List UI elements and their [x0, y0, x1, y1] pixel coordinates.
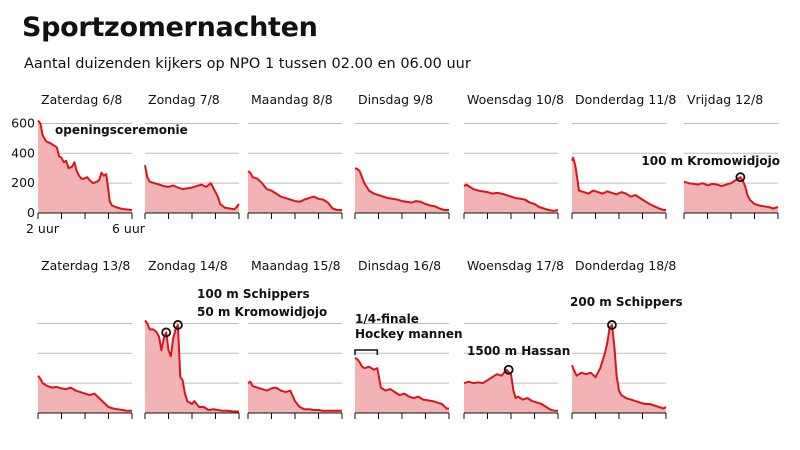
annotation-label: 1/4-finale Hockey mannen	[355, 312, 463, 341]
series-line	[144, 165, 240, 211]
y-tick-label: 200	[11, 175, 35, 190]
annotation-label: 50 m Kromowidjojo	[197, 305, 327, 319]
chart-subtitle: Aantal duizenden kijkers op NPO 1 tussen…	[24, 56, 471, 72]
series-line	[37, 119, 133, 211]
y-tick-label: 0	[27, 205, 35, 220]
series-area	[572, 157, 666, 213]
chart-panel: Woensdag 17/8 1500 m Hassan	[463, 258, 570, 419]
panel-label: Zondag 7/8	[148, 92, 220, 107]
series-line	[354, 167, 449, 211]
series-line	[144, 319, 239, 413]
annotation-line: 200 m Schippers	[570, 295, 683, 309]
chart-panel: Zaterdag 6/8 openingsceremonie	[37, 92, 188, 219]
panel-label: Vrijdag 12/8	[687, 92, 763, 107]
annotation-label: 1500 m Hassan	[467, 344, 570, 358]
series-line	[463, 368, 558, 412]
annotation-line: 1/4-finale	[355, 312, 419, 326]
series-line	[354, 356, 449, 410]
x-tick-label: 6 uur	[112, 221, 146, 236]
annotation-line: openingsceremonie	[55, 123, 188, 137]
chart-panel: Woensdag 10/8	[463, 92, 564, 219]
annotation-bracket	[354, 349, 379, 355]
series-line	[247, 170, 342, 211]
series-area	[38, 120, 132, 213]
annotation-marker	[172, 320, 183, 330]
y-tick-label: 600	[11, 115, 35, 130]
series-line	[37, 375, 132, 412]
series-area	[145, 165, 239, 213]
annotation-line: 1500 m Hassan	[467, 344, 570, 358]
series-line	[463, 183, 559, 212]
annotation-line: 100 m Schippers	[197, 287, 310, 301]
panel-label: Dinsdag 16/8	[358, 258, 441, 273]
chart-panel: Maandag 15/8	[247, 258, 343, 419]
chart-panel: Donderdag 18/8 200 m Schippers	[570, 258, 683, 419]
chart-panel: Donderdag 11/8	[571, 92, 676, 219]
panel-label: Zondag 14/8	[148, 258, 228, 273]
series-line	[247, 380, 342, 412]
panel-label: Maandag 15/8	[251, 258, 341, 273]
annotation-label: 200 m Schippers	[570, 295, 683, 309]
series-line	[683, 176, 779, 210]
annotation-marker	[735, 172, 746, 183]
panel-label: Zaterdag 13/8	[41, 258, 130, 273]
chart-panel: Zaterdag 13/8	[37, 258, 133, 419]
panel-label: Dinsdag 9/8	[358, 92, 433, 107]
chart-panel: Zondag 7/8	[144, 92, 240, 219]
annotation-label: 100 m Schippers	[197, 287, 310, 301]
annotation-marker	[161, 327, 172, 338]
series-line	[571, 324, 667, 410]
annotation-line: Hockey mannen	[355, 327, 463, 341]
panel-label: Maandag 8/8	[251, 92, 333, 107]
series-area	[145, 320, 239, 413]
annotation-label: 100 m Kromowidjojo	[641, 154, 780, 168]
series-line	[571, 156, 666, 211]
annotation-line: 50 m Kromowidjojo	[197, 305, 327, 319]
panel-label: Donderdag 11/8	[575, 92, 676, 107]
series-area	[355, 168, 449, 213]
annotation-marker	[607, 320, 617, 330]
chart-panel: Vrijdag 12/8 100 m Kromowidjojo	[641, 92, 780, 219]
panel-label: Zaterdag 6/8	[41, 92, 122, 107]
series-area	[248, 171, 342, 213]
annotation-marker	[503, 364, 514, 375]
panel-label: Donderdag 18/8	[575, 258, 676, 273]
panel-label: Woensdag 10/8	[467, 92, 564, 107]
y-tick-label: 400	[11, 145, 35, 160]
chart-title: Sportzomernachten	[22, 12, 318, 43]
x-tick-label: 2 uur	[26, 221, 60, 236]
panel-label: Woensdag 17/8	[467, 258, 564, 273]
chart-panel: Maandag 8/8	[247, 92, 343, 219]
chart-panel: Dinsdag 16/8 1/4-finale Hockey mannen	[354, 258, 463, 419]
annotation-line: 100 m Kromowidjojo	[641, 154, 780, 168]
annotation-label: openingsceremonie	[55, 123, 188, 137]
chart-panel: Dinsdag 9/8	[354, 92, 450, 219]
chart-panel: Zondag 14/8 50 m Kromowidjojo 100 m Schipp…	[144, 258, 327, 419]
series-area	[572, 325, 666, 413]
series-area	[355, 357, 449, 413]
series-area	[248, 381, 342, 413]
series-area	[464, 184, 558, 213]
